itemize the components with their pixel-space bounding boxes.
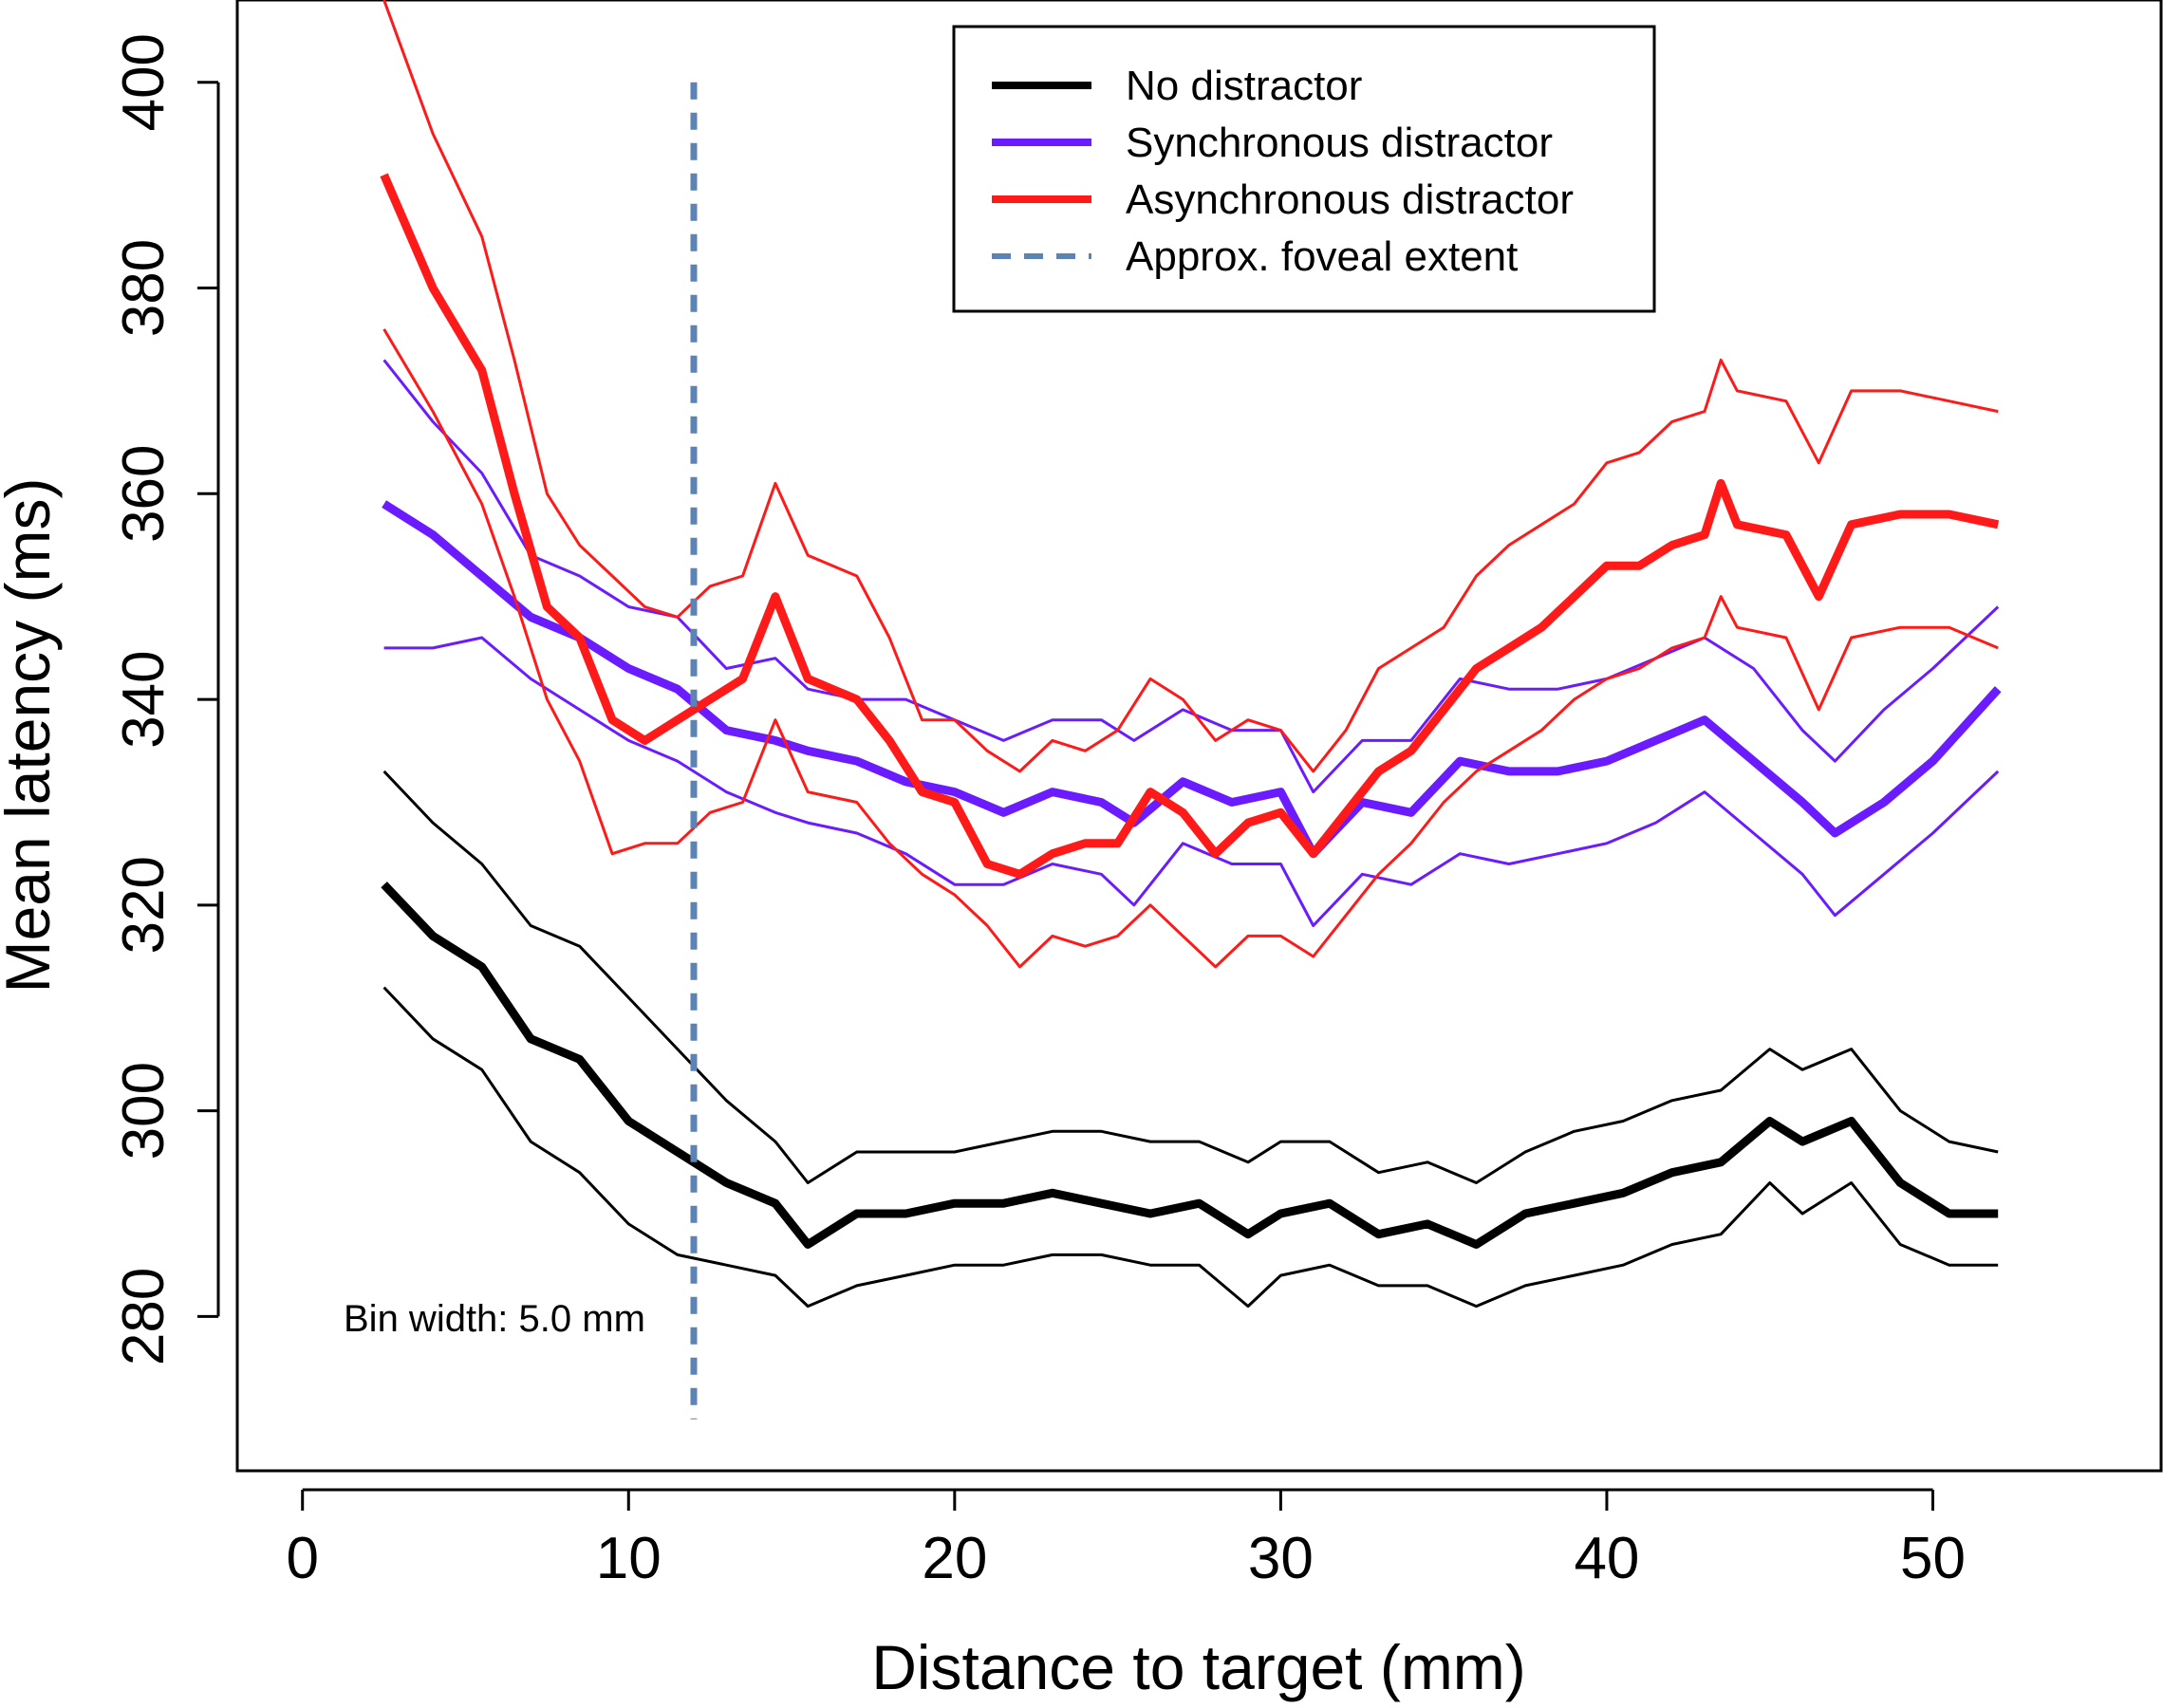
y-axis-title: Mean latency (ms): [0, 478, 63, 993]
legend-label-2: Asynchronous distractor: [1126, 176, 1574, 223]
series-2-upper-bound: [382, 0, 1999, 773]
x-tick-label: 20: [922, 1526, 987, 1591]
y-tick-label: 280: [111, 1268, 177, 1365]
series-1-mean-line: [382, 500, 2002, 859]
y-tick-label: 380: [111, 239, 177, 337]
series-1-upper-bound: [382, 359, 2000, 794]
x-tick-label: 40: [1574, 1526, 1639, 1591]
series-0-lower-bound: [382, 986, 1999, 1309]
x-tick-label: 10: [596, 1526, 662, 1591]
series-2-mean-line: [380, 173, 2000, 879]
series-0-mean-line: [381, 882, 1999, 1249]
legend-box: [952, 25, 1656, 313]
series-1-lower-bound: [383, 636, 2000, 927]
y-tick-label: 360: [111, 445, 177, 543]
legend-label-3: Approx. foveal extent: [1126, 233, 1518, 280]
y-tick-label: 340: [111, 650, 177, 748]
x-axis-title: Distance to target (mm): [871, 1632, 1526, 1702]
legend-label-1: Synchronous distractor: [1126, 120, 1553, 166]
x-tick-label: 50: [1900, 1526, 1966, 1591]
plot-area-frame: [235, 0, 2163, 1473]
y-tick-label: 400: [111, 33, 177, 131]
bin-width-annotation: Bin width: 5.0 mm: [344, 1298, 645, 1340]
legend-label-0: No distractor: [1126, 63, 1362, 109]
x-tick-label: 30: [1248, 1526, 1314, 1591]
legend: No distractor Synchronous distractor Async…: [952, 25, 1656, 313]
x-axis: 0 10 20 30 40 50: [286, 1488, 1966, 1591]
y-axis: 280 300 320 340 360 380 400: [111, 33, 220, 1365]
x-tick-label: 0: [286, 1526, 318, 1591]
series-0-upper-bound: [382, 770, 1999, 1184]
series-layer: [380, 0, 2002, 1309]
y-tick-label: 320: [111, 856, 177, 954]
series-2-lower-bound: [382, 328, 1999, 969]
y-tick-label: 300: [111, 1062, 177, 1160]
